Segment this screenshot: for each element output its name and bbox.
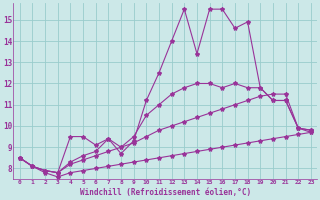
X-axis label: Windchill (Refroidissement éolien,°C): Windchill (Refroidissement éolien,°C) [80, 188, 251, 197]
